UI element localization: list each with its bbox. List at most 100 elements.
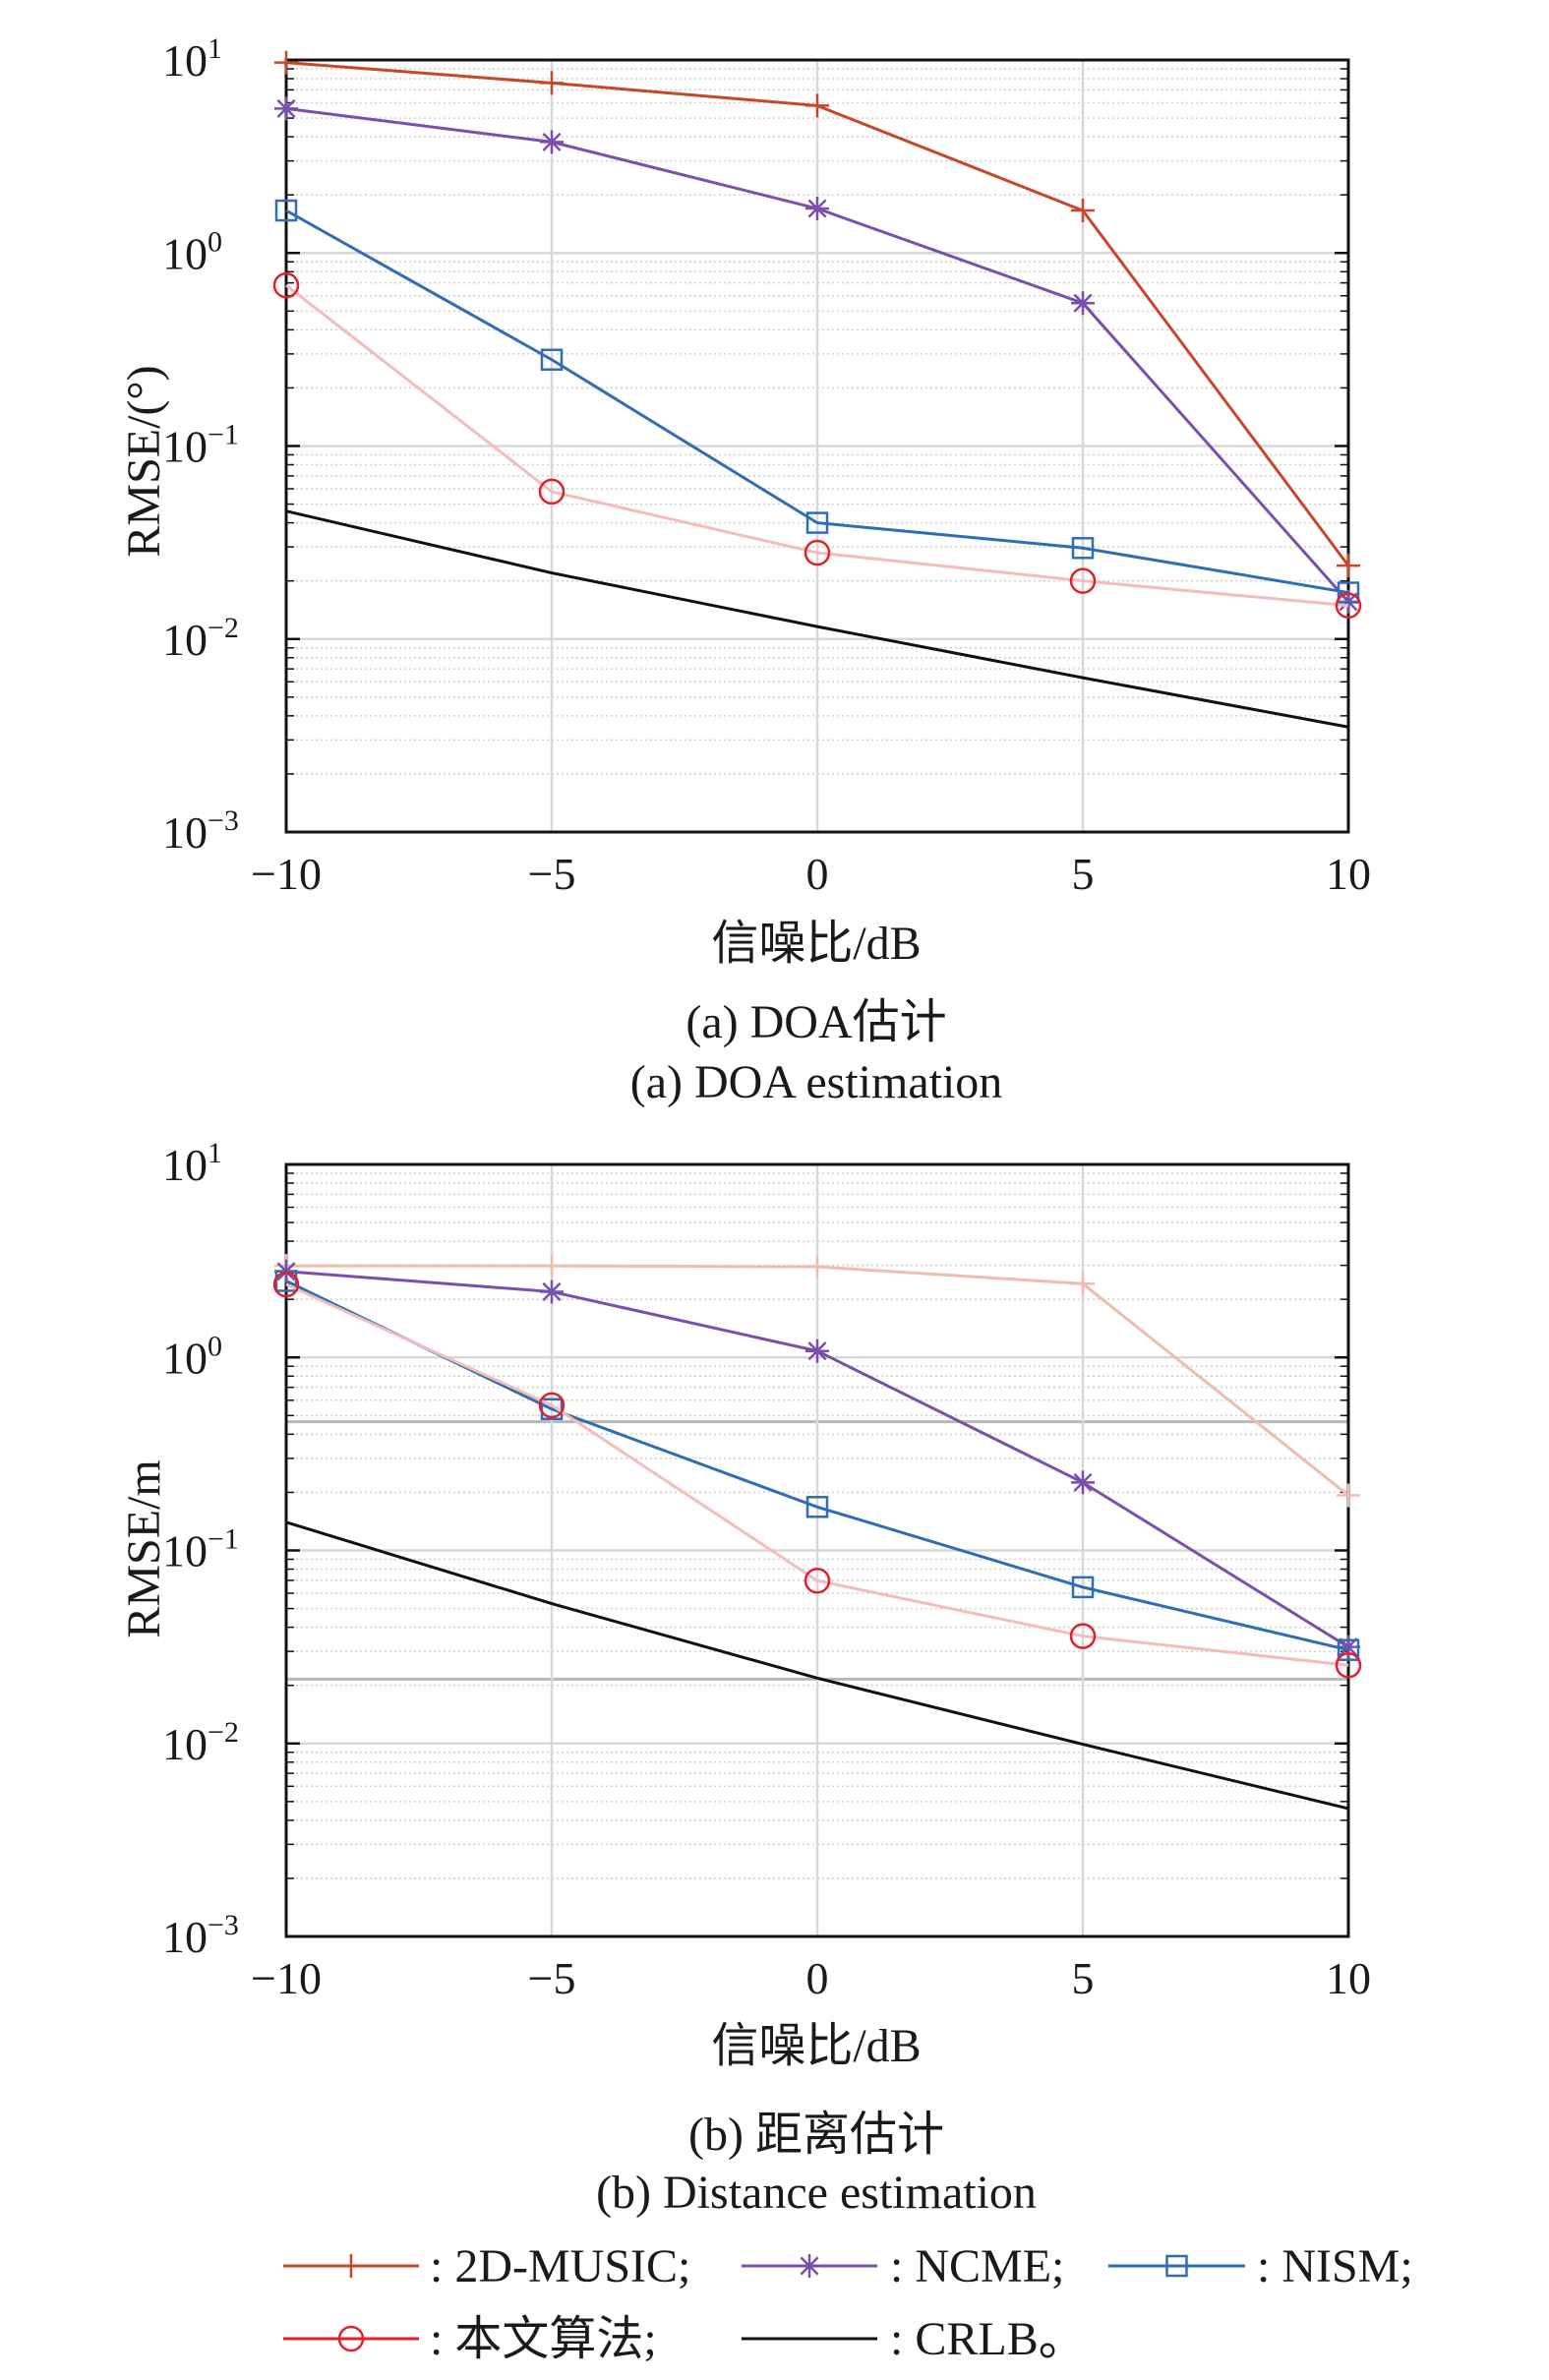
y-tick-label: 10 [162,1912,208,1962]
x-tick-label: −10 [251,849,322,899]
data-point-ncme-asterisk-marker [1071,291,1095,316]
y-tick-exponent: −2 [208,612,239,644]
x-tick-label: 5 [1072,849,1095,899]
series-proposed [272,1271,1362,1679]
y-tick-label: 10 [162,1526,208,1577]
y-tick-label: 10 [162,1333,208,1383]
data-point-proposed-circle-marker [272,271,300,299]
x-tick-label: −5 [528,1953,576,2003]
data-point-proposed-circle-marker [804,539,831,566]
data-point-proposed-circle-marker [1069,567,1097,594]
ylabel-b: RMSE/m [118,1459,170,1637]
y-tick-base: 10 [162,1333,208,1383]
data-point-2d-music-plus-marker [540,1254,564,1279]
data-point-2d-music-plus-marker [1071,1272,1095,1296]
data-point-proposed-circle-marker [538,478,566,506]
y-tick-base: 10 [162,1912,208,1962]
series-2d-music [274,50,1360,578]
data-point-nism-square-marker [805,511,829,534]
y-tick-exponent: −3 [208,804,239,837]
data-point-2d-music-plus-marker [540,71,564,95]
y-tick-label: 10 [162,35,208,86]
data-point-proposed-circle-marker [538,1392,566,1419]
x-tick-label: −5 [528,849,576,899]
caption-a-cn: (a) DOA估计 [685,996,946,1048]
data-point-ncme-asterisk-marker [1337,1635,1360,1659]
data-point-2d-music-plus-marker [1071,199,1095,223]
y-tick-label: 10 [162,615,208,665]
legend-2d-music-plus-marker [339,2254,363,2278]
series-line-crlb [285,509,1349,729]
caption-b-en: (b) Distance estimation [596,2167,1037,2219]
data-point-nism-square-marker [1071,537,1095,560]
x-tick-label: 10 [1326,849,1371,899]
data-point-2d-music-plus-marker [274,50,298,75]
series-crlb [285,509,1349,729]
data-point-nism-square-marker [1337,1638,1360,1661]
y-tick-base: 10 [162,228,208,278]
data-point-proposed-circle-marker [1335,1652,1362,1679]
y-tick-base: 10 [162,1719,208,1769]
data-point-ncme-asterisk-marker [805,1339,829,1363]
y-tick-label: 10 [162,228,208,278]
y-tick-base: 10 [162,35,208,86]
x-tick-label: 0 [806,1953,829,2003]
y-tick-exponent: −3 [208,1909,239,1941]
data-point-proposed-circle-marker [272,1271,300,1298]
y-tick-exponent: 1 [208,32,222,65]
x-tick-label: 0 [806,849,829,899]
legend-ncme-asterisk-marker [798,2254,821,2278]
data-point-2d-music-plus-marker [1337,554,1360,578]
data-point-ncme-asterisk-marker [274,96,298,121]
plot-frame [284,1162,1350,1938]
series-nism [274,199,1360,604]
caption-a-en: (a) DOA estimation [630,1056,1003,1108]
legend-label-nism: : NISM; [1257,2240,1413,2292]
data-point-nism-square-marker [540,1398,564,1421]
data-point-ncme-asterisk-marker [1071,1470,1095,1495]
legend-label-proposed: : 本文算法; [430,2313,657,2365]
ylabel-a: RMSE/(°) [118,365,170,557]
data-point-nism-square-marker [274,1270,298,1292]
legend-label-ncme: : NCME; [890,2240,1064,2292]
y-tick-exponent: 1 [208,1137,222,1169]
data-point-proposed-circle-marker [1069,1623,1097,1649]
series-proposed [272,271,1362,620]
y-tick-base: 10 [162,1140,208,1190]
legend-nism-square-marker [1165,2254,1188,2278]
y-tick-base: 10 [162,807,208,858]
y-tick-label: 10 [162,1140,208,1190]
y-tick-exponent: 0 [208,1330,222,1362]
data-point-nism-square-marker [1337,581,1360,604]
xlabel-a: 信噪比/dB [711,918,921,970]
legend [283,2254,1245,2352]
y-tick-label: 10 [162,807,208,858]
x-tick-label: 10 [1326,1953,1371,2003]
y-tick-base: 10 [162,615,208,665]
data-point-2d-music-plus-marker [805,1255,829,1279]
series-line-proposed [285,283,1349,608]
series-line-nism [285,208,1349,595]
data-point-nism-square-marker [1071,1576,1095,1599]
y-tick-exponent: −2 [208,1716,239,1749]
series-line-proposed [285,1282,1349,1667]
y-tick-label: 10 [162,422,208,472]
x-tick-label: −10 [251,1953,322,2003]
legend-label-2d-music: : 2D-MUSIC; [430,2240,690,2292]
data-point-2d-music-plus-marker [805,93,829,118]
xlabel-b: 信噪比/dB [711,2020,921,2072]
data-point-ncme-asterisk-marker [540,1279,564,1304]
series-2d-music [274,1254,1360,1508]
data-point-ncme-asterisk-marker [540,130,564,154]
data-point-ncme-asterisk-marker [805,197,829,221]
y-tick-label: 10 [162,1719,208,1769]
y-tick-exponent: −1 [208,1523,239,1556]
data-point-proposed-circle-marker [1335,592,1362,620]
legend-label-crlb: : CRLB。 [890,2313,1086,2365]
data-point-nism-square-marker [805,1496,829,1518]
legend-proposed-circle-marker [337,2325,365,2352]
